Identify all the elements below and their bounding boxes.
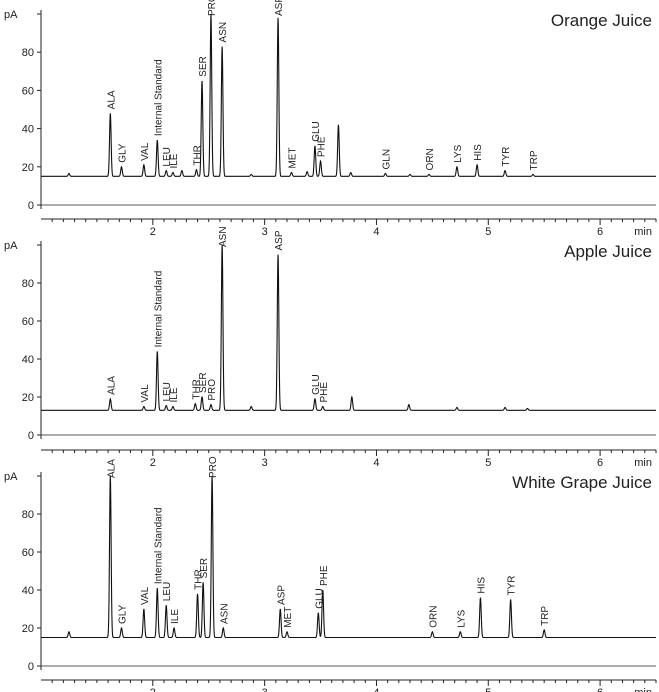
peak-label: THR <box>192 145 203 166</box>
x-tick-label: 6 <box>597 457 603 469</box>
peak-label: PHE <box>319 382 330 403</box>
peak-label: Internal Standard <box>153 59 164 136</box>
peak-label: TRP <box>540 606 551 626</box>
peak-label: ASN <box>218 22 229 43</box>
y-tick-label: 0 <box>28 200 34 212</box>
peak-label: GLU <box>311 121 322 142</box>
peak-label: ALA <box>106 376 117 395</box>
peak-label: LEU <box>162 582 173 601</box>
peak-label: ILE <box>169 153 180 168</box>
x-axis-label: min <box>634 226 652 238</box>
y-tick-label: 60 <box>22 547 34 559</box>
chromatogram-trace <box>41 475 656 639</box>
peak-label: VAL <box>140 384 151 403</box>
y-tick-label: 0 <box>28 430 34 442</box>
y-tick-label: 60 <box>22 316 34 328</box>
y-tick-label: 40 <box>22 354 34 366</box>
peak-label: ORN <box>425 148 436 170</box>
y-axis-label: pA <box>4 240 18 252</box>
peak-label: TYR <box>501 147 512 167</box>
x-tick-label: 5 <box>485 457 491 469</box>
peak-label: HIS <box>473 144 484 161</box>
y-tick-label: 20 <box>22 162 34 174</box>
panel-title: Orange Juice <box>551 11 652 30</box>
x-tick-label: 4 <box>373 457 379 469</box>
x-tick-label: 2 <box>150 457 156 469</box>
x-tick-label: 5 <box>485 687 491 692</box>
peak-label: Internal Standard <box>153 271 164 348</box>
peak-label: ASP <box>276 585 287 605</box>
peak-label: PRO <box>207 379 218 401</box>
peak-label: LYS <box>453 144 464 162</box>
peak-label: THR <box>191 379 202 400</box>
x-axis-label: min <box>634 457 652 469</box>
peak-label: PRO <box>208 456 219 478</box>
x-tick-label: 4 <box>373 687 379 692</box>
peak-label: TYR <box>507 576 518 596</box>
peak-label: ALA <box>106 90 117 109</box>
peak-label: SER <box>198 56 209 77</box>
peak-label: GLY <box>118 604 129 624</box>
x-tick-label: 6 <box>597 687 603 692</box>
chromatogram-trace <box>41 244 656 411</box>
x-tick-label: 2 <box>150 687 156 692</box>
peak-label: MET <box>283 607 294 628</box>
peak-label: Internal Standard <box>153 507 164 584</box>
x-axis-label: min <box>634 687 652 692</box>
y-tick-label: 60 <box>22 85 34 97</box>
peak-label: ORN <box>428 606 439 628</box>
y-axis-label: pA <box>4 471 18 483</box>
peak-label: ASN <box>219 603 230 624</box>
x-tick-label: 6 <box>597 226 603 238</box>
peak-label: TRP <box>529 150 540 170</box>
chromatogram-panel-2: 0 20 40 60 80 pA 2 3 4 5 6 min Apple Juice ALA VAL Inte… <box>4 226 657 469</box>
peak-label: LYS <box>456 609 467 627</box>
peak-label: THR <box>194 569 205 590</box>
peak-label: ILE <box>170 609 181 624</box>
peak-label: ASN <box>218 226 229 247</box>
peak-label: GLU <box>311 374 322 395</box>
peak-label: PHE <box>317 136 328 157</box>
y-tick-label: 80 <box>22 278 34 290</box>
peak-label: ASP <box>274 230 285 250</box>
panel-title: Apple Juice <box>564 242 652 261</box>
y-axis-label: pA <box>4 9 18 21</box>
peak-label: MET <box>287 147 298 168</box>
chromatogram-panel-1: 0 20 40 60 80 pA 2 3 4 5 6 min Orange Juice ALA GLY VAL… <box>4 0 657 238</box>
peak-label: GLY <box>118 143 129 163</box>
chromatogram-trace <box>41 13 656 177</box>
x-tick-label: 3 <box>262 457 268 469</box>
peak-label: VAL <box>140 586 151 605</box>
y-tick-label: 20 <box>22 392 34 404</box>
peak-label: ASP <box>274 0 285 16</box>
peak-label: LEU <box>162 147 173 166</box>
y-tick-label: 40 <box>22 585 34 597</box>
peak-label: GLN <box>381 149 392 170</box>
y-tick-label: 0 <box>28 661 34 673</box>
x-tick-label: 2 <box>150 226 156 238</box>
panel-title: White Grape Juice <box>512 473 652 492</box>
peak-label: ILE <box>169 387 180 402</box>
x-tick-label: 3 <box>262 226 268 238</box>
x-tick-label: 4 <box>373 226 379 238</box>
y-tick-label: 40 <box>22 124 34 136</box>
peak-label: PHE <box>319 565 330 586</box>
peak-label: SER <box>198 372 209 393</box>
x-tick-label: 5 <box>485 226 491 238</box>
peak-label: LEU <box>162 382 173 401</box>
chromatogram-panel-3: 0 20 40 60 80 pA 2 3 4 5 6 min White Grape Juice ALA G… <box>4 456 657 692</box>
y-tick-label: 80 <box>22 47 34 59</box>
peak-label: GLU <box>314 588 325 609</box>
peak-label: ALA <box>106 459 117 478</box>
peak-label: PRO <box>207 0 218 16</box>
peak-label: HIS <box>476 577 487 594</box>
x-tick-label: 3 <box>262 687 268 692</box>
y-tick-label: 20 <box>22 623 34 635</box>
y-tick-label: 80 <box>22 509 34 521</box>
peak-label: SER <box>199 558 210 579</box>
peak-label: VAL <box>140 142 151 161</box>
